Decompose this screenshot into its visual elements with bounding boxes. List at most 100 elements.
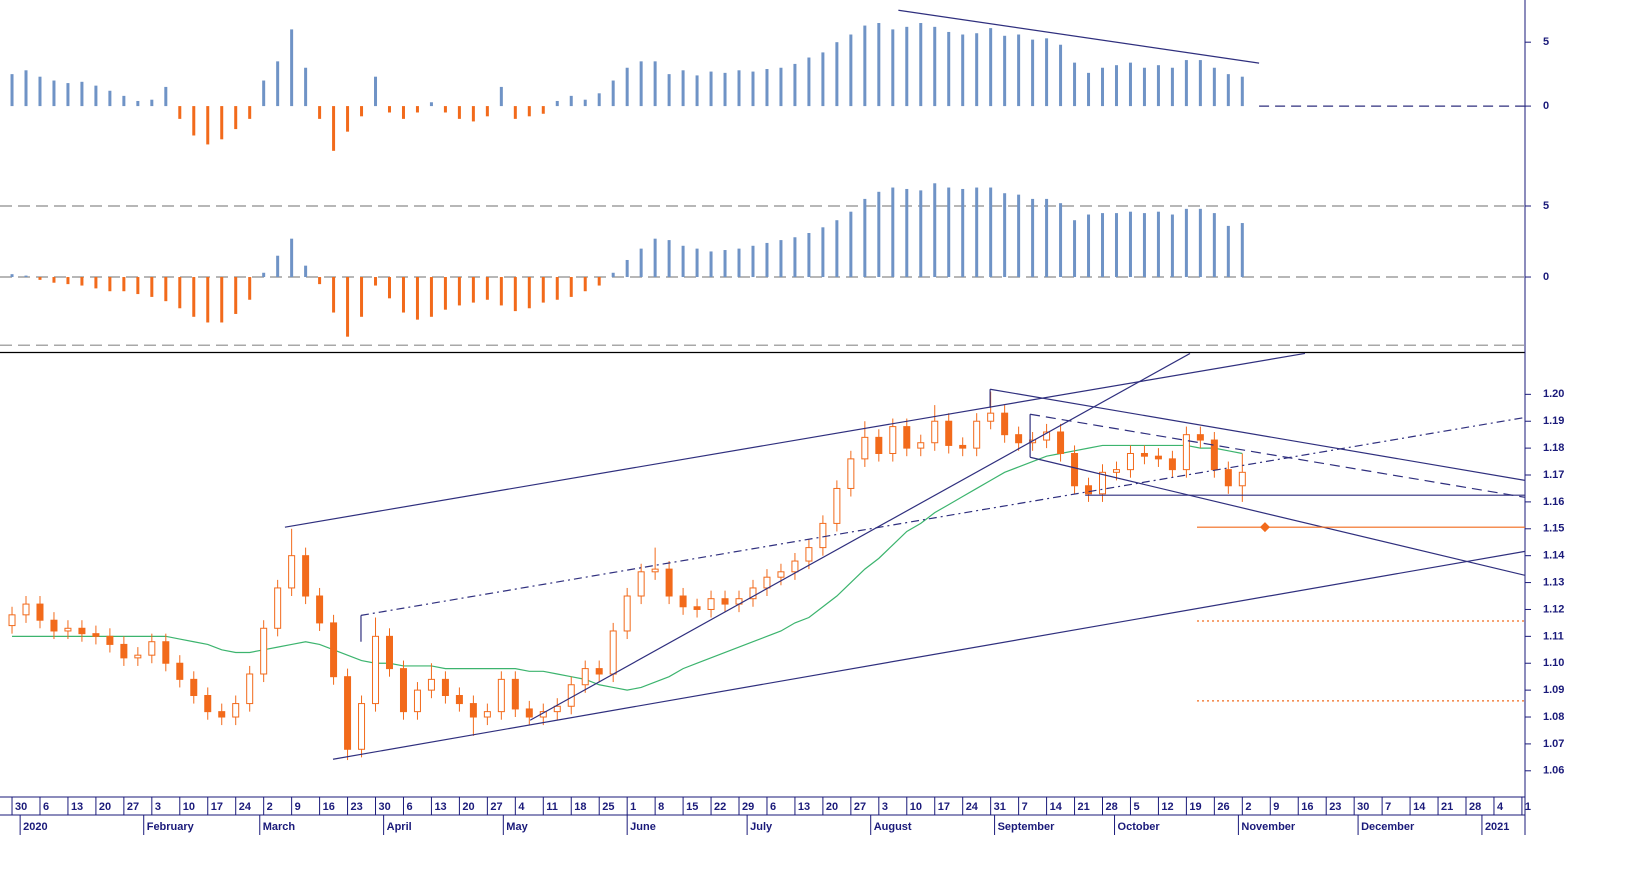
candle-body bbox=[1085, 485, 1093, 495]
bar bbox=[136, 277, 140, 295]
bar bbox=[1059, 203, 1063, 278]
bar bbox=[429, 277, 433, 317]
candle-body bbox=[721, 598, 729, 605]
candle-body bbox=[1043, 431, 1051, 441]
bar bbox=[667, 74, 671, 107]
candle-body bbox=[959, 444, 967, 449]
bar bbox=[387, 277, 391, 299]
bar bbox=[415, 106, 419, 113]
x-tick-label: 14 bbox=[1413, 801, 1426, 813]
bar bbox=[457, 277, 461, 306]
bar bbox=[639, 248, 643, 278]
candle-body bbox=[693, 606, 701, 610]
x-tick-label: 1 bbox=[1525, 801, 1531, 813]
bar bbox=[723, 250, 727, 278]
bar bbox=[1031, 39, 1035, 107]
bar bbox=[961, 188, 965, 278]
bar bbox=[751, 71, 755, 107]
x-tick-label: 15 bbox=[686, 801, 698, 813]
bar bbox=[499, 277, 503, 306]
x-tick-label: 9 bbox=[1273, 801, 1279, 813]
candle-body bbox=[665, 568, 673, 597]
x-tick-label: 29 bbox=[742, 801, 754, 813]
candle-body bbox=[1057, 431, 1065, 454]
candle-body bbox=[889, 426, 897, 454]
x-tick-label: 14 bbox=[1050, 801, 1063, 813]
candle-body bbox=[497, 678, 505, 713]
bar bbox=[276, 61, 280, 107]
candle-body bbox=[609, 630, 617, 675]
candle-body bbox=[260, 627, 268, 675]
bar bbox=[94, 85, 98, 107]
x-tick-label: 11 bbox=[546, 801, 558, 813]
y-tick-label: 1.18 bbox=[1543, 442, 1564, 454]
bar bbox=[178, 277, 182, 309]
candle-body bbox=[1112, 469, 1120, 473]
candle-body bbox=[1210, 439, 1218, 471]
bar bbox=[877, 191, 881, 278]
bar bbox=[1017, 34, 1021, 107]
candle-body bbox=[358, 703, 366, 750]
candle-body bbox=[875, 436, 883, 454]
x-tick-label: 10 bbox=[183, 801, 195, 813]
bar bbox=[1212, 67, 1216, 107]
bar bbox=[94, 277, 98, 289]
x-tick-label: 27 bbox=[490, 801, 502, 813]
x-tick-label: 28 bbox=[1469, 801, 1481, 813]
candle-body bbox=[344, 676, 352, 750]
candle-body bbox=[679, 595, 687, 608]
bar bbox=[737, 248, 741, 278]
candle-body bbox=[78, 627, 86, 635]
candle-body bbox=[553, 705, 561, 713]
bar bbox=[192, 277, 196, 317]
x-tick-label: 17 bbox=[211, 801, 223, 813]
bar bbox=[569, 95, 573, 107]
bar bbox=[443, 277, 447, 310]
bar bbox=[24, 275, 28, 278]
bar bbox=[304, 67, 308, 107]
candle-body bbox=[36, 603, 44, 621]
y-tick-label: 1.19 bbox=[1543, 415, 1564, 427]
bar bbox=[1240, 76, 1244, 107]
x-tick-label: 3 bbox=[882, 801, 888, 813]
trendline bbox=[1029, 413, 1525, 498]
candle-body bbox=[833, 487, 841, 524]
bar bbox=[1240, 223, 1244, 278]
bar bbox=[1198, 60, 1202, 107]
candle-body bbox=[623, 595, 631, 632]
bar bbox=[346, 277, 350, 337]
bar bbox=[80, 277, 84, 286]
bar bbox=[346, 106, 350, 132]
bar bbox=[1198, 208, 1202, 278]
bar bbox=[150, 99, 154, 107]
bar bbox=[849, 211, 853, 278]
x-tick-label: 22 bbox=[714, 801, 726, 813]
bar bbox=[220, 277, 224, 323]
y-tick-label: 1.09 bbox=[1543, 684, 1564, 696]
month-label: September bbox=[998, 821, 1056, 833]
x-tick-label: 4 bbox=[518, 801, 525, 813]
bar bbox=[164, 86, 168, 107]
candle-body bbox=[1168, 458, 1176, 471]
x-tick-label: 16 bbox=[323, 801, 335, 813]
bar bbox=[1059, 44, 1063, 107]
x-tick-label: 21 bbox=[1078, 801, 1090, 813]
candle-body bbox=[176, 662, 184, 680]
y-tick-label: 1.10 bbox=[1543, 657, 1564, 669]
bar bbox=[513, 106, 517, 119]
bar bbox=[1128, 211, 1132, 278]
candle-body bbox=[385, 635, 393, 670]
candle-body bbox=[413, 689, 421, 713]
y-tick-label: 1.20 bbox=[1543, 388, 1564, 400]
candle-body bbox=[106, 635, 114, 645]
bar bbox=[849, 34, 853, 107]
x-tick-label: 23 bbox=[1329, 801, 1341, 813]
month-label: 2020 bbox=[23, 821, 47, 833]
x-tick-label: 7 bbox=[1022, 801, 1028, 813]
candle-body bbox=[274, 587, 282, 629]
candle-body bbox=[469, 703, 477, 718]
month-label: 2021 bbox=[1485, 821, 1509, 833]
bar bbox=[835, 42, 839, 107]
candle-body bbox=[232, 703, 240, 718]
bar bbox=[1003, 35, 1007, 107]
